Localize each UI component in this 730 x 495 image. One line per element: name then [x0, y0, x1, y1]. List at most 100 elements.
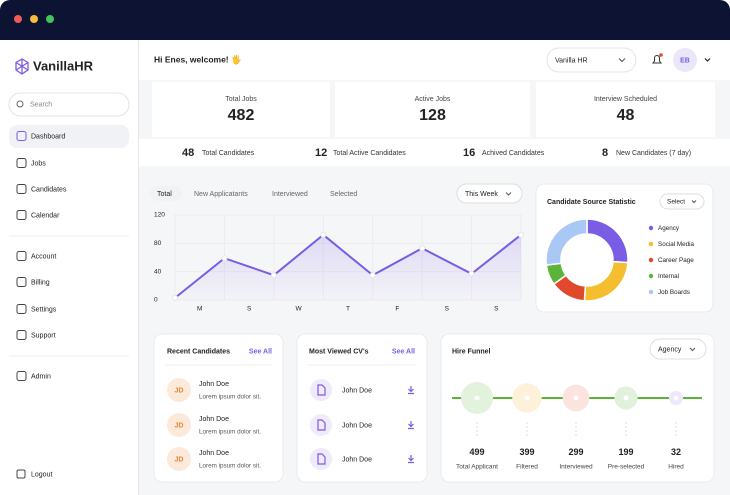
x-tick-label: M [197, 306, 202, 313]
x-tick-label: S [445, 306, 450, 313]
week-select[interactable] [456, 183, 523, 204]
nav-item[interactable]: Account [31, 253, 56, 260]
bell[interactable] [652, 55, 662, 64]
search-icon [16, 100, 24, 108]
summary-label: Total Candidates [202, 150, 255, 157]
point [468, 270, 475, 277]
nav-icon [16, 251, 27, 261]
search-box[interactable] [8, 92, 130, 117]
nav-item[interactable]: Candidates [31, 186, 67, 193]
y-tick-label: 40 [154, 268, 162, 275]
point [320, 231, 327, 238]
legend-label: Agency [658, 225, 680, 232]
legend-label: Job Boards [658, 289, 690, 296]
y-tick-label: 120 [154, 212, 165, 219]
summary-label: New Candidates (7 day) [616, 150, 691, 157]
stat-label: Active Jobs [415, 96, 451, 103]
funnel-select[interactable] [649, 338, 707, 360]
logo [15, 58, 29, 75]
nav-item[interactable]: Calendar [31, 212, 60, 219]
bell-dot [659, 53, 663, 57]
cv-icon [317, 419, 326, 431]
stat-label: Total Jobs [225, 96, 257, 103]
stat-card [536, 82, 715, 137]
chevron [691, 200, 697, 204]
nav-item[interactable]: Billing [31, 279, 50, 286]
avatar[interactable] [673, 48, 697, 72]
donut-slice [545, 218, 588, 266]
cv-name: John Doe [342, 422, 372, 429]
funnel-label: Interviewed [559, 464, 593, 471]
funnel-label: Total Applicant [456, 464, 498, 471]
candidate-text: Lorem ipsum dolor sit. [199, 394, 261, 401]
avatar-initials: EB [680, 57, 690, 64]
funnel-title: Hire Funnel [452, 348, 491, 355]
funnel-dot [524, 395, 530, 401]
legend-dot [648, 257, 654, 263]
min-dot[interactable] [30, 15, 38, 23]
x-tick-label: S [247, 306, 252, 313]
nav-icon [16, 184, 27, 194]
candidate-text: Lorem ipsum dolor sit. [199, 463, 261, 470]
cv-icon [317, 453, 326, 465]
summary-value: 8 [602, 147, 608, 159]
summary-value: 16 [463, 147, 475, 159]
cv-name: John Doe [342, 456, 372, 463]
download-icon[interactable] [408, 455, 414, 464]
cv-name: John Doe [342, 387, 372, 394]
funnel-dot [573, 395, 579, 401]
download-icon[interactable] [408, 386, 414, 395]
candidate-text: Lorem ipsum dolor sit. [199, 429, 261, 436]
point [172, 294, 178, 301]
close-dot[interactable] [14, 15, 22, 23]
nav-item[interactable]: Dashboard [31, 133, 65, 140]
cv-icon-bg [310, 379, 332, 401]
workspace-select[interactable] [546, 47, 637, 73]
tab[interactable]: Interviewed [272, 191, 308, 198]
nav-icon [16, 371, 27, 381]
summary-value: 12 [315, 147, 327, 159]
stat-value: 128 [419, 107, 446, 124]
see-all[interactable]: See All [392, 348, 415, 355]
funnel-dot [474, 395, 480, 401]
week-filter: This Week [465, 191, 498, 198]
see-all[interactable]: See All [249, 348, 272, 355]
stat-label: Interview Scheduled [594, 96, 657, 103]
tab[interactable]: Total [157, 191, 172, 198]
nav-item[interactable]: Support [31, 332, 56, 339]
candidate-name: John Doe [199, 381, 229, 388]
funnel-value: 399 [519, 447, 534, 457]
tab[interactable]: Selected [330, 191, 357, 198]
greeting: Hi Enes, welcome! 🖐 [154, 54, 242, 65]
cv-panel [296, 333, 428, 483]
stat-card [335, 82, 530, 137]
candidate-name: John Doe [199, 416, 229, 423]
funnel-label: Pre-selected [608, 464, 645, 471]
nav-icon [16, 210, 27, 220]
download-icon[interactable] [408, 421, 414, 430]
donut-title: Candidate Source Statistic [547, 199, 636, 206]
legend-label: Career Page [658, 257, 694, 264]
max-dot[interactable] [46, 15, 54, 23]
area [175, 234, 521, 300]
candidate-name: John Doe [199, 450, 229, 457]
legend-dot [648, 273, 654, 279]
chevron [505, 192, 512, 196]
tab[interactable]: New Applicatants [194, 191, 248, 198]
point [270, 272, 277, 279]
candidate-avatar [167, 413, 191, 437]
point [518, 231, 524, 238]
funnel-label: Hired [668, 464, 684, 471]
nav-item[interactable]: Settings [31, 306, 57, 313]
stat-card [152, 82, 330, 137]
nav-icon [16, 131, 27, 141]
summary-value: 48 [182, 147, 194, 159]
legend-label: Internal [658, 273, 679, 280]
y-tick-label: 80 [154, 240, 162, 247]
cv-title: Most Viewed CV's [309, 348, 369, 355]
nav-item[interactable]: Admin [31, 373, 51, 380]
nav-item[interactable]: Jobs [31, 160, 46, 167]
logout[interactable]: Logout [31, 471, 52, 478]
donut-select[interactable] [659, 193, 705, 210]
